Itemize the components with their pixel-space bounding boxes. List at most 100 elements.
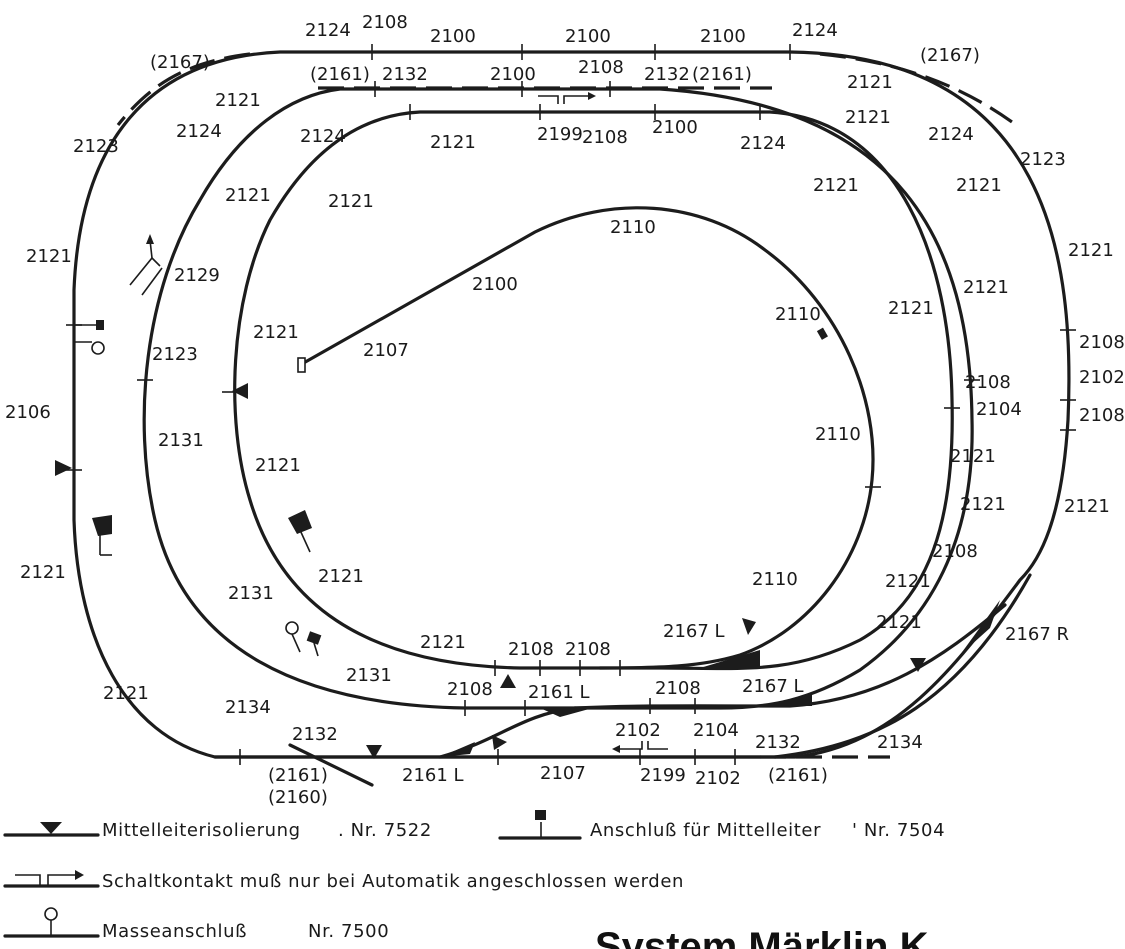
outer-top-labels: 2124 2108 2100 2100 2100 2124 (2167) (21…	[150, 12, 980, 73]
label-2108-b4: 2108	[655, 678, 701, 699]
label-2132-bottom-right: 2132	[755, 732, 801, 753]
label-2132-top-left: 2132	[382, 64, 428, 85]
label-2102-mid: 2102	[615, 720, 661, 741]
label-2121-right-low: 2121	[1064, 496, 1110, 517]
label-2121-t1: 2121	[430, 132, 476, 153]
label-2124-right: 2124	[928, 124, 974, 145]
third-loop-labels: 2124 2121 2199 2108 2100 2124 2121 2121 …	[253, 117, 934, 653]
label-2134-left: 2134	[225, 697, 271, 718]
label-2161L-bottom: 2161 L	[402, 765, 464, 786]
label-2167-left: (2167)	[150, 52, 210, 73]
label-2121-s1: 2121	[225, 185, 271, 206]
label-2161-bottom-right: (2161)	[768, 765, 828, 786]
switch-contact-icon	[15, 874, 41, 886]
legend-connector: Anschluß für Mittelleiter ' Nr. 7504	[498, 810, 945, 841]
label-2123-left: 2123	[73, 136, 119, 157]
label-2121-t2: 2121	[253, 322, 299, 343]
label-2121-bottom-left: 2121	[103, 683, 149, 704]
label-2110-right: 2110	[775, 304, 821, 325]
label-2167L-lower: 2167 L	[742, 676, 804, 697]
label-2108-third: 2108	[582, 127, 628, 148]
label-2121-left-low: 2121	[20, 562, 66, 583]
label-2102-bottom: 2102	[695, 768, 741, 789]
label-2108-s2: 2108	[932, 541, 978, 562]
label-2108-top: 2108	[362, 12, 408, 33]
label-2121-t5: 2121	[420, 632, 466, 653]
label-2100-third: 2100	[652, 117, 698, 138]
label-2123-second: 2123	[152, 344, 198, 365]
switch-contact-markers	[129, 92, 668, 753]
legend-isolation-nr: . Nr. 7522	[338, 820, 432, 841]
label-2104-mid: 2104	[693, 720, 739, 741]
legend-isolation-text: Mittelleiterisolierung	[102, 820, 301, 841]
legend-ground: Masseanschluß Nr. 7500	[3, 907, 389, 942]
label-2110-low: 2110	[752, 569, 798, 590]
label-2124-s: 2124	[300, 126, 346, 147]
label-2100-top-b: 2100	[565, 26, 611, 47]
label-2161-bottom-left: (2161)	[268, 765, 328, 786]
turnout-wedge-2167L-upper	[700, 650, 760, 668]
label-2121-t6: 2121	[888, 298, 934, 319]
label-2124-top-right: 2124	[792, 20, 838, 41]
label-2121-s4: 2121	[956, 175, 1002, 196]
label-2131-b: 2131	[228, 583, 274, 604]
label-2160: (2160)	[268, 787, 328, 808]
isolation-icon	[40, 822, 62, 834]
label-2100-top-c: 2100	[700, 26, 746, 47]
label-2132-bottom: 2132	[292, 724, 338, 745]
label-2121-s3: 2121	[813, 175, 859, 196]
label-2121-left: 2121	[26, 246, 72, 267]
turnout-wedge-2161L	[540, 706, 600, 717]
label-2134-right: 2134	[877, 732, 923, 753]
label-2199-bottom: 2199	[640, 765, 686, 786]
label-2108-b2: 2108	[565, 639, 611, 660]
second-side-labels: 2121 2124 2121 2129 2123 2131 2131 2131 …	[152, 126, 1022, 686]
label-2124-left: 2124	[176, 121, 222, 142]
label-2161L-mid: 2161 L	[528, 682, 590, 703]
legend-connector-text: Anschluß für Mittelleiter	[590, 820, 821, 841]
outer-dashed-right	[819, 52, 1013, 124]
inner-loop-track	[298, 206, 875, 670]
label-2121-second-right: 2121	[845, 107, 891, 128]
connector-curve-c	[773, 573, 1032, 759]
bottom-labels: 2108 2108 2108 2161 L 2108 2167 L 2167 L…	[268, 621, 1069, 808]
label-2121-s6: 2121	[950, 446, 996, 467]
label-2167L-upper: 2167 L	[663, 621, 725, 642]
second-loop-track	[142, 87, 974, 710]
label-2104-s: 2104	[976, 399, 1022, 420]
legend-contact: Schaltkontakt muß nur bei Automatik ange…	[3, 870, 684, 892]
second-loop-labels: (2161) 2132 2100 2108 2132 (2161) 2121 2…	[176, 57, 974, 145]
ground-icon	[44, 907, 58, 921]
outer-dashed-left	[116, 52, 251, 126]
track-ticks	[66, 44, 1076, 765]
turnout-wedge-2167R	[960, 600, 1000, 655]
legend-connector-nr: ' Nr. 7504	[852, 820, 945, 841]
label-2124-top-left: 2124	[305, 20, 351, 41]
label-2108-right-b: 2108	[1079, 405, 1125, 426]
label-2121-t3: 2121	[255, 455, 301, 476]
label-2132-top-right: 2132	[644, 64, 690, 85]
legend-ground-text: Masseanschluß	[102, 921, 247, 942]
label-2100-second: 2100	[490, 64, 536, 85]
label-2110-mid: 2110	[815, 424, 861, 445]
label-2121-a: 2121	[215, 90, 261, 111]
brand-title: System Märklin K	[595, 925, 929, 949]
label-2110-top: 2110	[610, 217, 656, 238]
label-2106: 2106	[5, 402, 51, 423]
label-2121-s2: 2121	[328, 191, 374, 212]
label-2199-top: 2199	[537, 124, 583, 145]
label-2131-a: 2131	[158, 430, 204, 451]
label-2167R: 2167 R	[1005, 624, 1069, 645]
label-2108-s: 2108	[965, 372, 1011, 393]
outer-side-labels: 2121 2123 2121 2106 2121 2121 2134 2132 …	[5, 90, 1125, 753]
label-2121-s9: 2121	[876, 612, 922, 633]
label-2108-right-a: 2108	[1079, 332, 1125, 353]
label-2121-s8: 2121	[885, 571, 931, 592]
label-2108-b3: 2108	[447, 679, 493, 700]
legend-contact-text: Schaltkontakt muß nur bei Automatik ange…	[102, 871, 684, 892]
turnout-wedge-2167L-lower	[770, 692, 812, 706]
buffer-stop-left	[297, 357, 306, 373]
label-2121-s5: 2121	[963, 277, 1009, 298]
label-2121-t4: 2121	[318, 566, 364, 587]
